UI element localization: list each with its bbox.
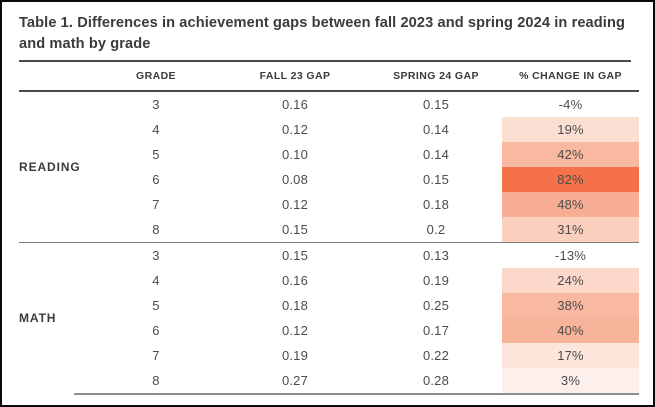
table-row: 5 0.10 0.14 42% (112, 142, 639, 167)
cell-change: 19% (502, 117, 639, 142)
table-row: 4 0.12 0.14 19% (112, 117, 639, 142)
cell-fall: 0.08 (281, 172, 309, 187)
cell-fall: 0.10 (281, 147, 309, 162)
cell-fall: 0.15 (281, 248, 309, 263)
cell-spring: 0.18 (422, 197, 450, 212)
table-title: Table 1. Differences in achievement gaps… (19, 13, 631, 62)
cell-grade: 4 (152, 122, 160, 137)
cell-grade: 7 (152, 348, 160, 363)
cell-change: 42% (502, 142, 639, 167)
cell-spring: 0.14 (422, 147, 450, 162)
table-content: Table 1. Differences in achievement gaps… (2, 2, 653, 395)
table-row: 3 0.15 0.13 -13% (112, 243, 639, 268)
table-row: 6 0.12 0.17 40% (112, 318, 639, 343)
cell-change: 3% (502, 368, 639, 393)
table-row: 4 0.16 0.19 24% (112, 268, 639, 293)
cell-fall: 0.12 (281, 323, 309, 338)
cell-spring: 0.25 (422, 298, 450, 313)
section-label-box: MATH (19, 243, 112, 393)
cell-change: 24% (502, 268, 639, 293)
achievement-gap-table: GRADE FALL 23 GAP SPRING 24 GAP % CHANGE… (19, 62, 639, 395)
cell-fall: 0.12 (281, 122, 309, 137)
cell-spring: 0.19 (422, 273, 450, 288)
cell-fall: 0.18 (281, 298, 309, 313)
table-row: 8 0.27 0.28 3% (112, 368, 639, 393)
cell-change: 38% (502, 293, 639, 318)
column-header-spring-24-gap: SPRING 24 GAP (393, 70, 479, 82)
cell-spring: 0.22 (422, 348, 450, 363)
cell-spring: 0.17 (422, 323, 450, 338)
table-row: 7 0.12 0.18 48% (112, 192, 639, 217)
column-header-pct-change-in-gap: % CHANGE IN GAP (519, 70, 622, 82)
cell-grade: 8 (152, 222, 160, 237)
table-row: 3 0.16 0.15 -4% (112, 92, 639, 117)
section-math: MATH 3 0.15 0.13 -13% 4 0.16 0.19 24% 5 0.18 0.25 38… (19, 242, 639, 393)
table-row: 8 0.15 0.2 31% (112, 217, 639, 242)
cell-change: -13% (554, 248, 587, 263)
cell-grade: 7 (152, 197, 160, 212)
cell-spring: 0.2 (426, 222, 446, 237)
section-reading: READING 3 0.16 0.15 -4% 4 0.12 0.14 19% 5 0.10 0.14… (19, 92, 639, 242)
cell-spring: 0.15 (422, 172, 450, 187)
cell-spring: 0.13 (422, 248, 450, 263)
cell-spring: 0.28 (422, 373, 450, 388)
cell-grade: 3 (152, 248, 160, 263)
table-bottom-rule (74, 393, 639, 395)
section-label: READING (19, 160, 81, 174)
cell-change: 40% (502, 318, 639, 343)
section-label: MATH (19, 311, 57, 325)
cell-fall: 0.12 (281, 197, 309, 212)
table-row: 7 0.19 0.22 17% (112, 343, 639, 368)
table-body: READING 3 0.16 0.15 -4% 4 0.12 0.14 19% 5 0.10 0.14… (19, 92, 639, 393)
table-row: 5 0.18 0.25 38% (112, 293, 639, 318)
cell-grade: 4 (152, 273, 160, 288)
cell-fall: 0.27 (281, 373, 309, 388)
cell-grade: 6 (152, 172, 160, 187)
cell-change: -4% (558, 97, 583, 112)
column-header-fall-23-gap: FALL 23 GAP (259, 70, 331, 82)
cell-change: 31% (502, 217, 639, 242)
cell-grade: 3 (152, 97, 160, 112)
cell-spring: 0.15 (422, 97, 450, 112)
table-header-row: GRADE FALL 23 GAP SPRING 24 GAP % CHANGE… (19, 62, 639, 92)
cell-fall: 0.16 (281, 97, 309, 112)
section-label-box: READING (19, 92, 112, 242)
cell-fall: 0.15 (281, 222, 309, 237)
cell-fall: 0.19 (281, 348, 309, 363)
section-rows: 3 0.16 0.15 -4% 4 0.12 0.14 19% 5 0.10 0.14 42% 6 0.0… (112, 92, 639, 242)
cell-change: 48% (502, 192, 639, 217)
cell-spring: 0.14 (422, 122, 450, 137)
table-row: 6 0.08 0.15 82% (112, 167, 639, 192)
cell-grade: 5 (152, 147, 160, 162)
section-rows: 3 0.15 0.13 -13% 4 0.16 0.19 24% 5 0.18 0.25 38% 6 0.… (112, 243, 639, 393)
cell-fall: 0.16 (281, 273, 309, 288)
cell-grade: 6 (152, 323, 160, 338)
cell-grade: 8 (152, 373, 160, 388)
cell-change: 82% (502, 167, 639, 192)
cell-change: 17% (502, 343, 639, 368)
cell-grade: 5 (152, 298, 160, 313)
column-header-grade: GRADE (136, 70, 176, 82)
